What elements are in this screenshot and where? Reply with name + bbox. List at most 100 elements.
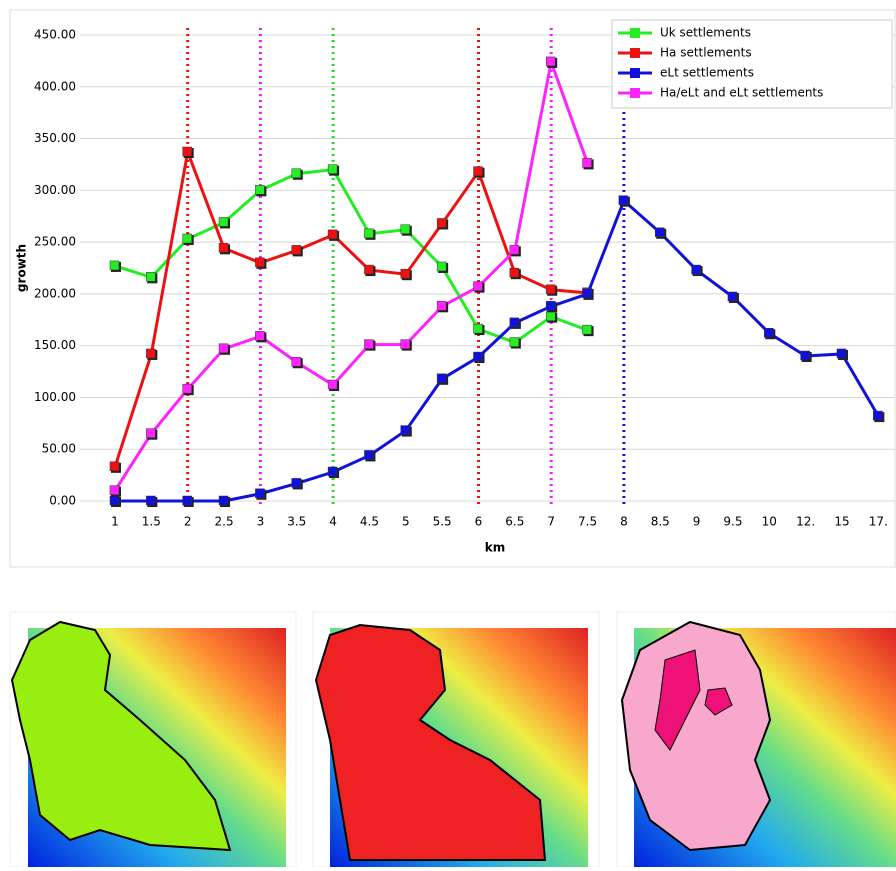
point: [110, 486, 119, 495]
point: [219, 243, 228, 252]
point: [510, 318, 519, 327]
point: [583, 289, 592, 298]
x-tick-label: 10: [762, 515, 777, 529]
y-tick-label: 0.00: [49, 494, 76, 508]
point: [728, 292, 737, 301]
point: [764, 328, 773, 337]
point: [510, 245, 519, 254]
point: [364, 229, 373, 238]
point: [801, 351, 810, 360]
chart: growth km 0.00 50.00 100.00 150.00 200.00 250…: [0, 0, 896, 867]
point: [328, 380, 337, 389]
point: [474, 282, 483, 291]
legend-label: eLt settlements: [660, 66, 754, 80]
x-tick-label: 7: [547, 515, 555, 529]
point: [655, 228, 664, 237]
point: [255, 258, 264, 267]
y-tick-label: 250.00: [34, 235, 76, 249]
point: [401, 426, 410, 435]
point: [110, 261, 119, 270]
x-tick-label: 5.5: [433, 515, 452, 529]
point: [546, 301, 555, 310]
point: [183, 384, 192, 393]
point: [146, 429, 155, 438]
point: [401, 269, 410, 278]
x-tick-label: 3.5: [287, 515, 306, 529]
point: [183, 147, 192, 156]
point: [437, 218, 446, 227]
point: [437, 374, 446, 383]
point: [255, 185, 264, 194]
point: [546, 312, 555, 321]
legend-swatch: [630, 68, 640, 78]
point: [546, 285, 555, 294]
point: [510, 338, 519, 347]
x-tick-label: 2: [184, 515, 192, 529]
point: [583, 325, 592, 334]
legend-swatch: [630, 48, 640, 58]
x-tick-label: 8: [620, 515, 628, 529]
maps: [10, 612, 896, 867]
x-tick-label: 2.5: [215, 515, 234, 529]
x-tick-label: 4.5: [360, 515, 379, 529]
point: [873, 411, 882, 420]
y-tick-label: 150.00: [34, 338, 76, 352]
x-tick-label: 12.: [796, 515, 815, 529]
x-tick-label: 9.5: [723, 515, 742, 529]
point: [474, 352, 483, 361]
point: [255, 489, 264, 498]
y-tick-label: 50.00: [42, 442, 76, 456]
point: [510, 268, 519, 277]
point: [146, 496, 155, 505]
point: [364, 450, 373, 459]
point: [474, 324, 483, 333]
x-tick-label: 3: [257, 515, 265, 529]
page: growth km 0.00 50.00 100.00 150.00 200.00 250…: [0, 0, 896, 867]
legend-label: Ha settlements: [660, 46, 752, 60]
point: [328, 230, 337, 239]
y-tick-label: 350.00: [34, 131, 76, 145]
legend-label: Uk settlements: [660, 26, 751, 40]
point: [219, 344, 228, 353]
point: [292, 357, 301, 366]
point: [583, 158, 592, 167]
point: [255, 331, 264, 340]
x-tick-label: 9: [693, 515, 701, 529]
x-tick-label: 5: [402, 515, 410, 529]
y-tick-label: 300.00: [34, 183, 76, 197]
point: [364, 340, 373, 349]
x-tick-label: 8.5: [651, 515, 670, 529]
point: [292, 478, 301, 487]
legend-label: Ha/eLt and eLt settlements: [660, 86, 823, 100]
point: [328, 467, 337, 476]
point: [110, 496, 119, 505]
y-tick-label: 400.00: [34, 79, 76, 93]
point: [146, 349, 155, 358]
legend-swatch: [630, 28, 640, 38]
legend-swatch: [630, 88, 640, 98]
point: [837, 349, 846, 358]
point: [474, 167, 483, 176]
point: [364, 265, 373, 274]
x-tick-label: 4: [329, 515, 337, 529]
point: [110, 462, 119, 471]
x-tick-label: 7.5: [578, 515, 597, 529]
point: [183, 496, 192, 505]
point: [546, 57, 555, 66]
point: [219, 496, 228, 505]
y-tick-label: 100.00: [34, 390, 76, 404]
x-tick-label: 17.: [869, 515, 888, 529]
y-tick-label: 200.00: [34, 286, 76, 300]
x-tick-label: 6.5: [505, 515, 524, 529]
point: [146, 272, 155, 281]
y-axis-title: growth: [15, 244, 29, 292]
point: [292, 245, 301, 254]
x-tick-label: 15: [834, 515, 849, 529]
x-tick-label: 1: [111, 515, 119, 529]
point: [328, 165, 337, 174]
y-tick-label: 450.00: [34, 28, 76, 42]
x-axis-title: km: [485, 541, 505, 555]
point: [183, 234, 192, 243]
x-tick-label: 6: [475, 515, 483, 529]
point: [219, 217, 228, 226]
